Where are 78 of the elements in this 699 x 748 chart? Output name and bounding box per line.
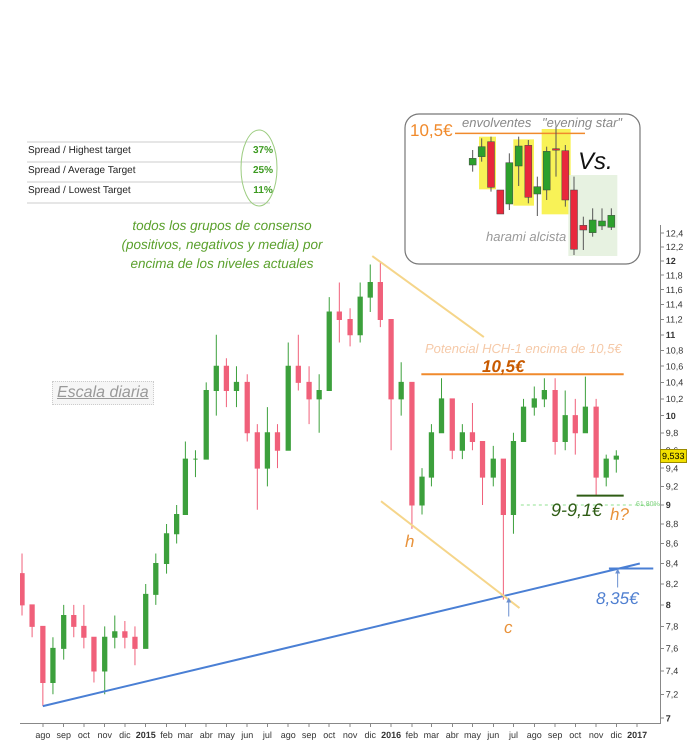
- y-tick-label: 7,4: [666, 666, 678, 676]
- x-tick-label: nov: [588, 730, 604, 740]
- annotation: 9,533: [662, 451, 685, 461]
- x-tick-label: jun: [486, 730, 500, 740]
- x-tick-label: jul: [508, 730, 518, 740]
- y-tick-label: 11: [666, 330, 676, 340]
- x-tick-label: feb: [160, 730, 173, 740]
- y-tick-label: 9,4: [666, 463, 678, 474]
- x-tick-label: abr: [446, 730, 459, 740]
- x-tick-label: ago: [526, 730, 542, 740]
- y-tick-label: 7,8: [666, 622, 678, 632]
- text: Spread / Lowest Target: [28, 185, 131, 196]
- y-tick-label: 7,2: [666, 689, 678, 700]
- annotation: 8,35€: [596, 589, 640, 608]
- x-tick-label: dic: [610, 730, 623, 740]
- y-tick-label: 10,4: [666, 378, 684, 388]
- x-tick-label: may: [218, 730, 236, 740]
- y-tick-label: 11,2: [666, 314, 683, 325]
- x-tick-label: 2015: [136, 730, 156, 740]
- text: 37%: [252, 145, 274, 156]
- x-tick-label: oct: [78, 730, 90, 740]
- annotation: Escala diaria: [52, 381, 154, 405]
- x-tick-label: jun: [240, 730, 254, 740]
- y-tick-label: 7: [666, 713, 671, 724]
- annotation: todos los grupos de consenso (positivos, negativos y media) por encima de los niveles actuales: [120, 217, 324, 273]
- y-tick-label: 12,4: [666, 228, 684, 238]
- x-tick-label: ago: [35, 730, 50, 740]
- y-tick-label: 8,8: [666, 519, 678, 530]
- text: Spread / Highest target: [28, 145, 131, 156]
- text: 10,5€: [410, 121, 453, 141]
- y-tick-label: 8,6: [666, 538, 678, 549]
- x-tick-label: sep: [56, 730, 71, 740]
- annotation: harami alcista: [486, 229, 566, 244]
- x-tick-label: sep: [548, 730, 562, 740]
- y-tick-label: 7,6: [666, 644, 678, 654]
- y-tick-label: 9: [666, 500, 671, 510]
- annotation: c: [504, 618, 513, 637]
- y-tick-label: 11,6: [666, 284, 683, 295]
- x-tick-label: jul: [262, 730, 272, 740]
- text: 11%: [252, 185, 274, 196]
- text: "evening star": [542, 115, 622, 130]
- x-tick-label: abr: [200, 730, 213, 740]
- y-tick-label: 12,2: [666, 242, 684, 252]
- annotation: h?: [610, 505, 629, 525]
- text: Vs.: [578, 148, 613, 176]
- x-tick-label: nov: [342, 730, 358, 740]
- y-tick-label: 10,8: [666, 345, 684, 356]
- x-tick-label: sep: [302, 730, 316, 740]
- y-tick-label: 8,4: [666, 558, 678, 569]
- y-tick-label: 12: [666, 256, 676, 266]
- x-tick-label: dic: [119, 730, 132, 740]
- y-tick-label: 10,6: [666, 361, 684, 372]
- annotation: h: [405, 532, 414, 552]
- y-tick-label: 11,4: [666, 300, 683, 310]
- x-tick-label: 2017: [627, 730, 648, 740]
- text: envolventes: [462, 115, 532, 130]
- y-tick-label: 10: [666, 410, 676, 421]
- x-tick-label: ago: [280, 730, 296, 740]
- x-tick-label: nov: [97, 730, 112, 740]
- x-tick-label: 2016: [381, 730, 402, 740]
- annotation: 9-9,1€: [551, 500, 604, 520]
- x-tick-label: feb: [406, 730, 418, 740]
- annotation: 10,5€: [482, 357, 525, 377]
- x-tick-label: oct: [569, 730, 582, 740]
- text: Spread / Average Target: [28, 165, 136, 176]
- y-tick-label: 8,2: [666, 579, 678, 590]
- x-tick-label: oct: [323, 730, 336, 740]
- x-tick-label: mar: [178, 730, 194, 740]
- y-tick-label: 11,8: [666, 270, 683, 280]
- y-tick-label: 9,2: [666, 481, 678, 492]
- y-tick-label: 8: [666, 600, 671, 610]
- annotation: Potencial HCH-1 encima de 10,5€: [425, 341, 622, 356]
- x-tick-label: dic: [364, 730, 376, 740]
- y-tick-label: 10,2: [666, 394, 684, 404]
- text: 25%: [252, 165, 274, 176]
- y-tick-label: 9,8: [666, 428, 678, 438]
- x-tick-label: may: [464, 730, 482, 740]
- x-tick-label: mar: [424, 730, 440, 740]
